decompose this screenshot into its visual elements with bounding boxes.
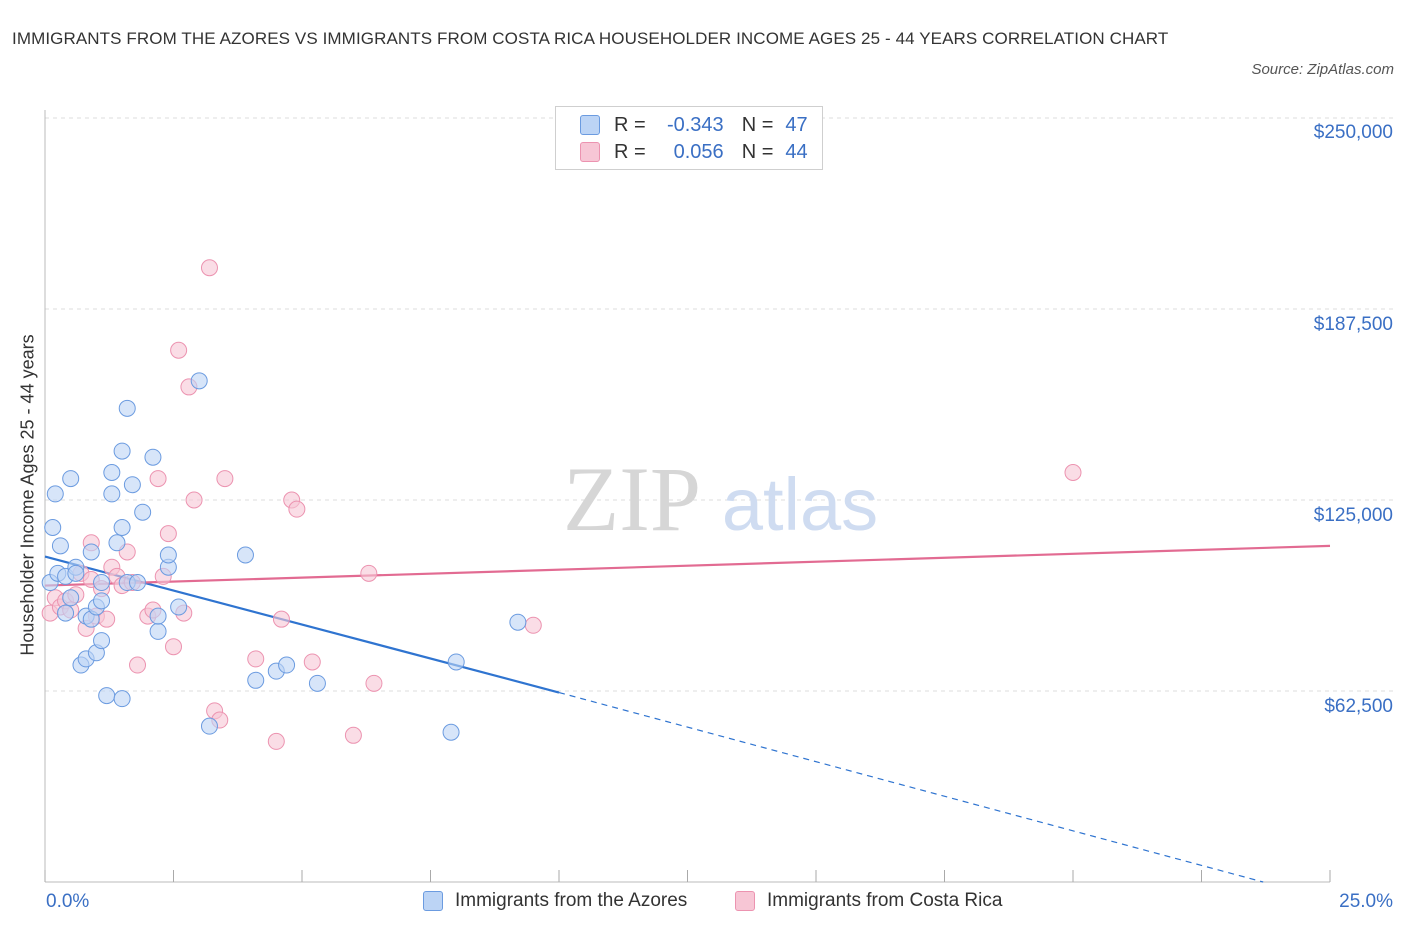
- azores-point: [57, 604, 75, 622]
- costa-rica-point: [272, 610, 290, 628]
- azores-point: [149, 622, 167, 640]
- azores-point: [118, 399, 136, 417]
- n-value: 47: [785, 113, 808, 136]
- n-label: N =: [741, 140, 774, 163]
- correlation-legend: R = -0.343 N = 47 R = 0.056 N = 44: [555, 106, 823, 170]
- costa-rica-point: [303, 653, 321, 671]
- azores-point: [447, 653, 465, 671]
- azores-point: [149, 607, 167, 625]
- azores-point: [46, 485, 64, 503]
- watermark-atlas: atlas: [722, 463, 878, 546]
- azores-point: [62, 470, 80, 488]
- azores-point: [93, 574, 111, 592]
- azores-point: [170, 598, 188, 616]
- costa-rica-point: [200, 259, 218, 277]
- azores-point: [113, 519, 131, 537]
- azores-point: [113, 690, 131, 708]
- chart-title: IMMIGRANTS FROM THE AZORES VS IMMIGRANTS…: [12, 29, 1169, 48]
- y-tick-label: $62,500: [1324, 696, 1393, 717]
- azores-point: [93, 592, 111, 610]
- costa-rica-swatch: [735, 891, 755, 911]
- legend-row-costa-rica: R = 0.056 N = 44: [580, 140, 808, 164]
- costa-rica-point: [524, 616, 542, 634]
- watermark: ZIP atlas: [563, 448, 878, 550]
- costa-rica-point: [288, 500, 306, 518]
- costa-rica-points: [41, 259, 1082, 750]
- x-tick-label: 0.0%: [46, 891, 90, 912]
- azores-swatch: [580, 115, 600, 135]
- y-tick-label: $125,000: [1313, 505, 1393, 526]
- r-value: -0.343: [666, 113, 724, 136]
- azores-point: [278, 656, 296, 674]
- watermark-zip: ZIP: [563, 448, 701, 550]
- azores-point: [134, 503, 152, 521]
- azores-point: [67, 564, 85, 582]
- azores-point: [103, 463, 121, 481]
- y-tick-label: $250,000: [1313, 122, 1393, 143]
- azores-point: [236, 546, 254, 564]
- azores-point: [108, 534, 126, 552]
- azores-point: [82, 543, 100, 561]
- costa-rica-point: [1064, 463, 1082, 481]
- azores-point: [442, 723, 460, 741]
- azores-point: [98, 687, 116, 705]
- azores-point: [308, 674, 326, 692]
- azores-point: [509, 613, 527, 631]
- costa-rica-point: [365, 674, 383, 692]
- r-label: R =: [614, 113, 646, 136]
- r-label: R =: [614, 140, 646, 163]
- azores-point: [93, 632, 111, 650]
- y-axis-label: Householder Income Ages 25 - 44 years: [17, 334, 38, 656]
- trend-lines: [44, 544, 1331, 883]
- costa-rica-trend-line: [44, 544, 1331, 587]
- azores-point: [123, 476, 141, 494]
- legend-row-azores: R = -0.343 N = 47: [580, 113, 808, 137]
- costa-rica-point: [129, 656, 147, 674]
- legend-label: Immigrants from Costa Rica: [767, 890, 1003, 911]
- axes: [44, 110, 1331, 883]
- azores-swatch: [423, 891, 443, 911]
- costa-rica-point: [159, 525, 177, 543]
- azores-point: [129, 574, 147, 592]
- costa-rica-point: [216, 470, 234, 488]
- legend-item-costa-rica[interactable]: Immigrants from Costa Rica: [735, 890, 1002, 912]
- source-credit: Source: ZipAtlas.com: [1251, 61, 1394, 78]
- azores-point: [113, 442, 131, 460]
- n-value: 44: [785, 140, 808, 163]
- grid-lines: [45, 117, 1395, 692]
- costa-rica-swatch: [580, 142, 600, 162]
- azores-point: [44, 519, 62, 537]
- costa-rica-point: [185, 491, 203, 509]
- legend-label: Immigrants from the Azores: [455, 890, 688, 911]
- r-value: 0.056: [673, 140, 724, 163]
- azores-point: [247, 671, 265, 689]
- azores-points: [41, 372, 527, 741]
- azores-point: [62, 589, 80, 607]
- azores-point: [190, 372, 208, 390]
- azores-point: [200, 717, 218, 735]
- costa-rica-point: [149, 470, 167, 488]
- azores-point: [103, 485, 121, 503]
- series-legend: Immigrants from the Azores Immigrants fr…: [0, 890, 1406, 916]
- azores-trend-extension: [558, 691, 1264, 883]
- costa-rica-point: [360, 564, 378, 582]
- costa-rica-point: [267, 732, 285, 750]
- n-label: N =: [741, 113, 774, 136]
- azores-point: [144, 448, 162, 466]
- azores-point: [51, 537, 69, 555]
- costa-rica-point: [170, 341, 188, 359]
- y-tick-label: $187,500: [1313, 314, 1393, 335]
- legend-item-azores[interactable]: Immigrants from the Azores: [423, 890, 687, 912]
- costa-rica-point: [344, 726, 362, 744]
- x-tick-label: 25.0%: [1339, 891, 1393, 912]
- costa-rica-point: [165, 638, 182, 656]
- azores-point: [159, 546, 177, 564]
- costa-rica-point: [247, 650, 265, 668]
